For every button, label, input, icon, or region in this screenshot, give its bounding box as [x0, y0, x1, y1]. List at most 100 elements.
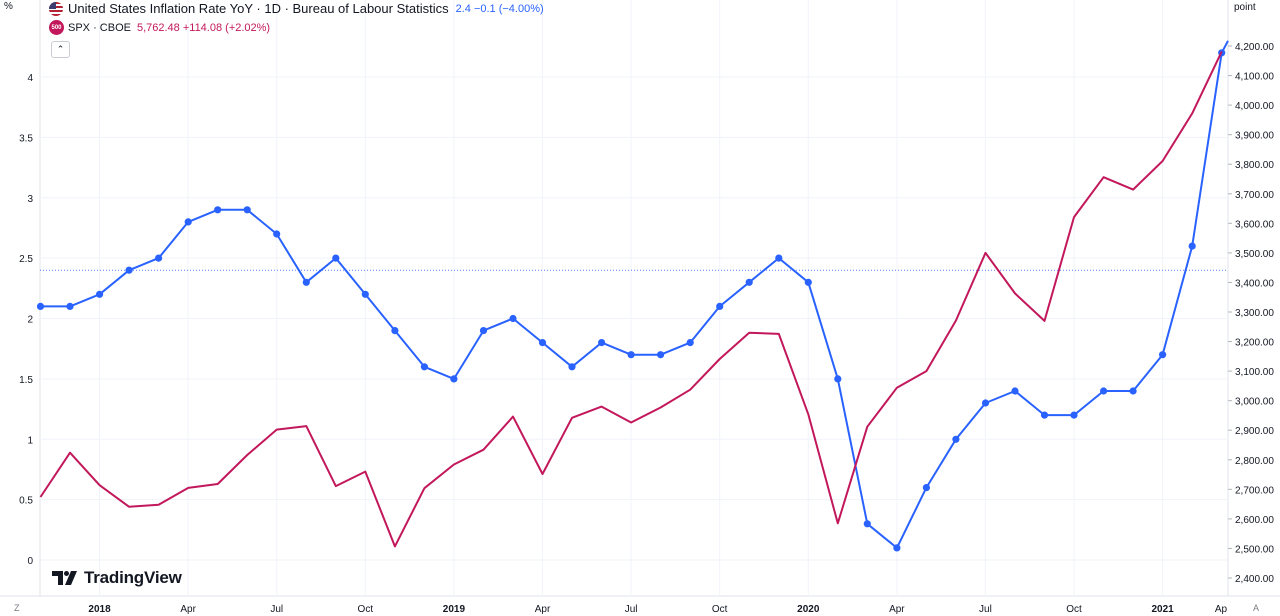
inflation-data-point: [243, 206, 251, 214]
right-axis-tick-label: 2,800.00: [1235, 456, 1274, 467]
chevron-up-icon: ⌃: [56, 44, 65, 54]
inflation-data-point: [863, 520, 871, 528]
time-axis-label: Jul: [625, 604, 638, 615]
inflation-data-point: [1040, 411, 1049, 419]
left-scale-unit[interactable]: %: [4, 1, 13, 12]
left-axis-tick-label: 0.5: [19, 496, 33, 507]
inflation-data-point: [450, 375, 458, 383]
right-axis-tick-label: 2,700.00: [1235, 485, 1274, 496]
inflation-data-point: [332, 254, 340, 262]
inflation-data-point: [66, 302, 74, 310]
inflation-data-point: [391, 327, 399, 335]
right-axis-tick-label: 4,100.00: [1235, 72, 1274, 83]
inflation-data-point: [479, 327, 488, 335]
time-axis-label: Oct: [358, 604, 374, 615]
right-axis-tick-label: 3,800.00: [1235, 160, 1274, 171]
inflation-data-point: [627, 351, 635, 359]
inflation-data-point: [922, 484, 931, 492]
inflation-data-point: [96, 290, 104, 298]
left-axis-tick-label: 3.5: [19, 133, 33, 144]
time-axis-label: Oct: [1066, 604, 1082, 615]
spx-series-value: 5,762.48 +114.08 (+2.02%): [136, 21, 271, 34]
left-axis-tick-label: 0: [27, 556, 33, 567]
left-axis-tick-label: 1.5: [19, 375, 33, 386]
inflation-data-point: [598, 339, 606, 347]
right-axis-tick-label: 3,200.00: [1235, 338, 1274, 349]
inflation-data-point: [1100, 387, 1108, 395]
right-axis-tick-label: 2,600.00: [1235, 515, 1274, 526]
time-axis-label: Ap: [1215, 604, 1228, 615]
inflation-data-point: [804, 278, 812, 286]
inflation-data-point: [509, 314, 517, 323]
inflation-data-point: [1188, 242, 1196, 250]
inflation-data-point: [657, 351, 665, 359]
right-axis-tick-label: 3,900.00: [1235, 131, 1274, 142]
zoom-scale-toggle[interactable]: Z: [14, 603, 20, 613]
right-axis-tick-label: 4,200.00: [1235, 42, 1274, 53]
time-axis-label: Apr: [535, 604, 551, 615]
inflation-data-point: [125, 266, 133, 274]
us-flag-icon: [49, 1, 63, 16]
inflation-series-value: 2.4 −0.1 (−4.00%): [455, 2, 544, 15]
left-axis-tick-label: 3: [27, 194, 33, 205]
time-axis-label: Oct: [712, 604, 728, 615]
inflation-data-point: [184, 218, 192, 226]
right-axis-tick-label: 3,600.00: [1235, 219, 1274, 230]
right-scale-unit[interactable]: point: [1234, 2, 1256, 13]
legend-spx[interactable]: 500 SPX · CBOE 5,762.48 +114.08 (+2.02%): [49, 17, 544, 38]
right-axis-tick-label: 3,700.00: [1235, 190, 1274, 201]
time-axis-label: Jul: [979, 604, 992, 615]
inflation-data-point: [1011, 387, 1019, 395]
inflation-data-point: [155, 254, 163, 262]
spx-series-title: SPX · CBOE: [68, 21, 131, 34]
left-axis-tick-label: 4: [27, 73, 33, 84]
right-axis-tick-label: 4,000.00: [1235, 101, 1274, 112]
right-axis-tick-label: 2,400.00: [1235, 574, 1274, 585]
time-axis-label: 2018: [88, 604, 111, 615]
inflation-data-point: [981, 399, 990, 407]
inflation-data-point: [686, 339, 694, 347]
time-axis-label: Apr: [180, 604, 196, 615]
inflation-data-point: [538, 339, 547, 347]
time-axis-label: 2019: [443, 604, 466, 615]
inflation-data-point: [361, 290, 369, 298]
left-axis-tick-label: 2.5: [19, 254, 33, 265]
inflation-data-point: [716, 302, 724, 310]
auto-scale-toggle[interactable]: A: [1253, 603, 1260, 613]
right-axis-tick-label: 2,900.00: [1235, 426, 1274, 437]
tradingview-logo[interactable]: TradingView: [52, 568, 182, 588]
right-axis-tick-label: 3,000.00: [1235, 397, 1274, 408]
tradingview-logo-icon: [52, 571, 77, 585]
right-axis-tick-label: 3,400.00: [1235, 278, 1274, 289]
inflation-data-point: [775, 254, 783, 262]
inflation-data-point: [302, 278, 310, 286]
left-axis-tick-label: 1: [27, 435, 33, 446]
legend-inflation[interactable]: United States Inflation Rate YoY · 1D · …: [49, 0, 544, 17]
inflation-data-point: [952, 435, 960, 443]
tradingview-logo-text: TradingView: [84, 568, 182, 587]
right-axis-tick-label: 3,500.00: [1235, 249, 1274, 260]
inflation-series-line: [40, 40, 1229, 549]
inflation-data-point: [1070, 411, 1078, 419]
inflation-data-point: [273, 230, 281, 238]
right-axis-tick-label: 3,300.00: [1235, 308, 1274, 319]
time-axis-label: Apr: [889, 604, 905, 615]
spx-symbol-icon: 500: [49, 20, 64, 35]
inflation-data-point: [834, 375, 842, 383]
inflation-data-point: [36, 302, 45, 310]
right-axis-tick-label: 3,100.00: [1235, 367, 1274, 378]
left-axis-tick-label: 2: [27, 315, 33, 326]
time-axis-label: 2021: [1152, 604, 1175, 615]
inflation-data-point: [893, 544, 901, 552]
legend: United States Inflation Rate YoY · 1D · …: [49, 0, 544, 40]
inflation-data-point: [745, 278, 753, 286]
spx-series-line: [39, 51, 1223, 548]
collapse-legend-button[interactable]: ⌃: [51, 41, 70, 58]
time-axis-label: Jul: [270, 604, 283, 615]
right-axis-tick-label: 2,500.00: [1235, 544, 1274, 555]
inflation-data-point: [420, 363, 428, 371]
inflation-series-title: United States Inflation Rate YoY · 1D · …: [68, 1, 449, 16]
inflation-data-point: [1159, 351, 1167, 359]
inflation-data-point: [1129, 387, 1137, 395]
